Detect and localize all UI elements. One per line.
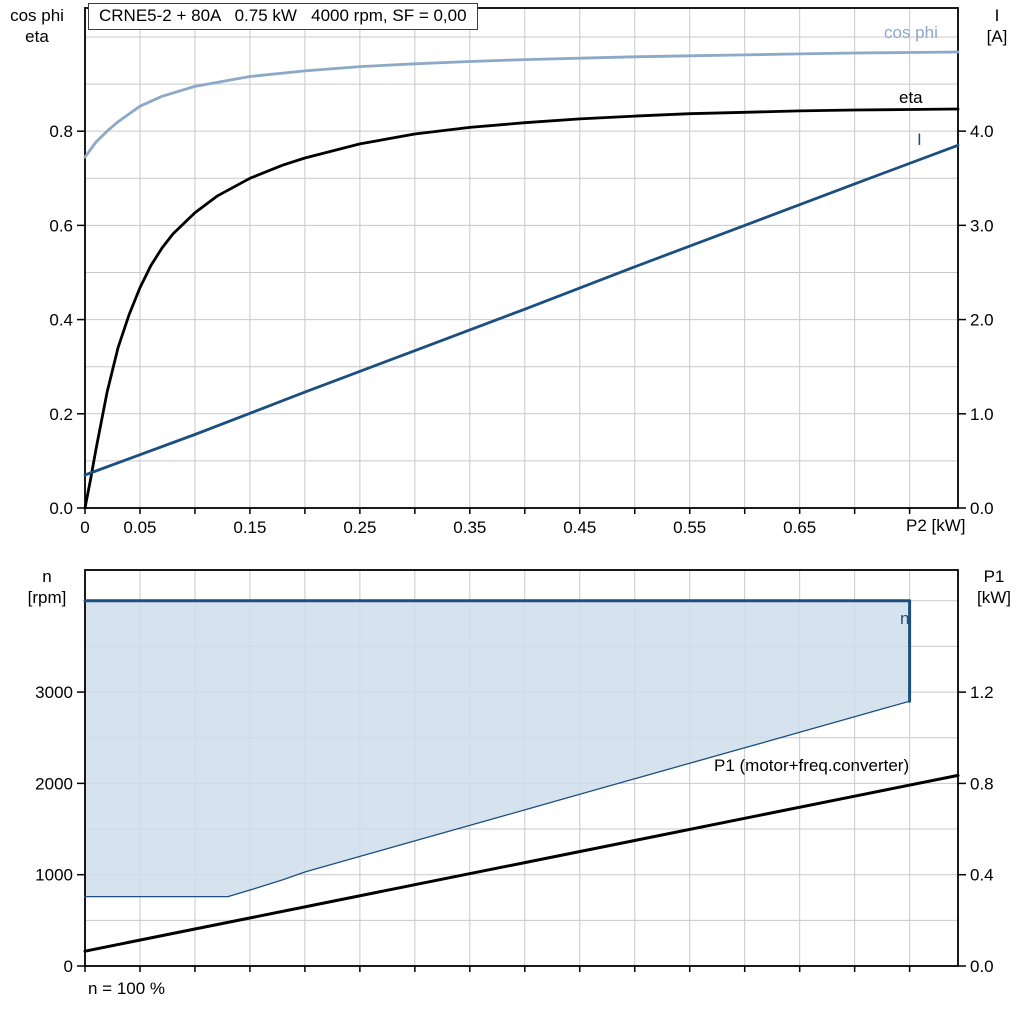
plot-frame	[84, 7, 959, 509]
tick-labels: 0.0 0.2 0.4 0.6 0.8 0.0 1.0 2.0 3.0 4.0 0 0.05 0.15 0…	[49, 122, 993, 537]
top-right-axis-label: I [A]	[972, 5, 1022, 47]
current-curve-label: I	[917, 130, 922, 149]
x-tick-label: 0.25	[343, 518, 376, 537]
speed-curve-label: n	[900, 609, 910, 628]
left-tick-label: 1000	[35, 866, 73, 885]
left-tick-label: 0.4	[49, 311, 73, 330]
series-eta	[83, 107, 960, 510]
rpm-unit-label: [rpm]	[27, 588, 67, 607]
series-p1	[83, 773, 960, 953]
bottom-right-axis-label: P1 [kW]	[966, 566, 1022, 608]
left-tick-label: 0.0	[49, 499, 73, 518]
current-axis-label: I	[994, 6, 1000, 25]
tick-labels: 0 1000 2000 3000 0.0 0.4 0.8 1.2	[35, 683, 993, 976]
series-cos-phi	[83, 50, 960, 159]
operating-range-region	[85, 600, 910, 897]
cos-phi-curve-label: cos phi	[884, 23, 938, 42]
plot-frame	[84, 569, 959, 967]
left-tick-label: 0.8	[49, 122, 73, 141]
right-tick-label: 0.4	[970, 866, 994, 885]
axis-ticks	[77, 691, 966, 972]
right-tick-label: 1.2	[970, 683, 994, 702]
left-tick-label: 2000	[35, 774, 73, 793]
right-tick-label: 2.0	[970, 311, 994, 330]
p1-axis-label: P1	[983, 567, 1005, 586]
bottom-left-axis-label: n [rpm]	[14, 566, 80, 608]
x-tick-label: 0.15	[233, 518, 266, 537]
right-tick-label: 4.0	[970, 122, 994, 141]
ampere-unit-label: [A]	[986, 27, 1008, 46]
gridlines	[85, 8, 958, 508]
cos-phi-axis-label: cos phi	[10, 6, 64, 25]
x-tick-label: 0.65	[783, 518, 816, 537]
x-tick-label: 0.35	[453, 518, 486, 537]
eta-axis-label: eta	[25, 27, 49, 46]
x-tick-label: 0.05	[123, 518, 156, 537]
series-speed-max	[83, 599, 912, 703]
chart-top: 0.0 0.2 0.4 0.6 0.8 0.0 1.0 2.0 3.0 4.0 0 0.05 0.15 0…	[49, 7, 994, 537]
left-tick-label: 3000	[35, 683, 73, 702]
right-tick-label: 0.8	[970, 774, 994, 793]
x-tick-label: 0	[80, 518, 89, 537]
left-tick-label: 0.6	[49, 216, 73, 235]
series-speed-min	[84, 700, 911, 898]
left-tick-label: 0	[64, 957, 73, 976]
series-current	[83, 143, 960, 477]
x-axis-label: P2 [kW]	[906, 516, 966, 535]
x-tick-label: 0.45	[563, 518, 596, 537]
axis-ticks	[77, 130, 966, 514]
eta-curve-label: eta	[899, 88, 923, 107]
left-tick-label: 0.2	[49, 405, 73, 424]
speed-axis-label: n	[42, 567, 52, 586]
chart-bottom: 0 1000 2000 3000 0.0 0.4 0.8 1.2	[35, 569, 994, 976]
x-tick-label: 0.55	[673, 518, 706, 537]
top-left-axis-label: cos phi eta	[4, 5, 70, 47]
kw-unit-label: [kW]	[977, 588, 1011, 607]
right-tick-label: 0.0	[970, 499, 994, 518]
speed-footnote: n = 100 %	[88, 979, 166, 998]
chart-title: CRNE5-2 + 80A 0.75 kW 4000 rpm, SF = 0,0…	[88, 3, 478, 30]
right-tick-label: 0.0	[970, 957, 994, 976]
right-tick-label: 3.0	[970, 216, 994, 235]
p1-curve-label: P1 (motor+freq.converter)	[714, 756, 910, 775]
right-tick-label: 1.0	[970, 405, 994, 424]
